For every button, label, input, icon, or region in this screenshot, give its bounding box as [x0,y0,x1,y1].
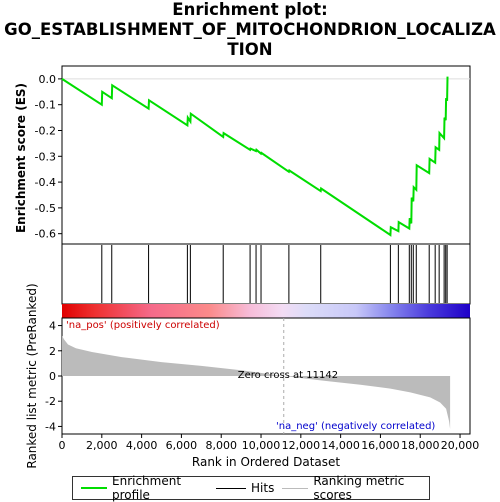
legend-enrichment-swatch [81,487,107,489]
metric-y-tick-label: -4 [45,420,56,433]
es-y-tick-label: -0.5 [35,202,56,215]
title-line-3: TION [227,40,273,59]
metric-y-tick-label: 4 [49,320,56,333]
title-line-2: GO_ESTABLISHMENT_OF_MITOCHONDRION_LOCALI… [4,20,496,39]
legend-enrichment-label: Enrichment profile [112,474,182,502]
x-tick-label: 18,000 [401,439,440,452]
legend-metric-swatch [282,487,309,489]
metric-y-axis-label: Ranked list metric (PreRanked) [25,283,39,468]
x-tick-label: 0 [59,439,66,452]
x-tick-label: 4,000 [126,439,158,452]
legend: Enrichment profile Hits Ranking metric s… [72,474,430,502]
rank-color-bar [62,304,470,318]
title-line-1: Enrichment plot: [172,0,328,19]
metric-y-tick-label: -2 [45,395,56,408]
x-tick-label: 16,000 [361,439,400,452]
x-tick-label: 10,000 [242,439,281,452]
enrichment-profile-line [61,76,449,237]
x-tick-label: 8,000 [205,439,237,452]
es-y-tick-label: -0.6 [35,228,56,241]
es-y-tick-label: -0.4 [35,176,56,189]
x-tick-label: 2,000 [86,439,118,452]
chart-title: Enrichment plot: GO_ESTABLISHMENT_OF_MIT… [0,0,500,60]
es-y-tick-label: -0.3 [35,150,56,163]
es-y-tick-label: 0.0 [39,73,57,86]
metric-y-tick-label: 2 [49,345,56,358]
legend-metric-label: Ranking metric scores [313,474,405,502]
legend-item-hits: Hits [216,481,274,495]
legend-item-metric: Ranking metric scores [282,474,429,502]
x-tick-label: 20,000 [441,439,480,452]
legend-item-enrichment: Enrichment profile [81,474,208,502]
metric-y-tick-label: 0 [49,370,56,383]
x-tick-label: 6,000 [166,439,198,452]
x-tick-label: 12,000 [282,439,321,452]
es-y-tick-label: -0.1 [35,99,56,112]
positive-correlation-label: 'na_pos' (positively correlated) [66,320,220,331]
es-y-tick-label: -0.2 [35,124,56,137]
x-axis-label: Rank in Ordered Dataset [192,455,340,469]
legend-hits-swatch [216,487,247,489]
ranking-metric-area [62,335,451,429]
negative-correlation-label: 'na_neg' (negatively correlated) [276,421,435,432]
x-tick-label: 14,000 [321,439,360,452]
legend-hits-label: Hits [251,481,275,495]
zero-cross-label: Zero cross at 11142 [238,370,338,381]
es-y-axis-label: Enrichment score (ES) [14,83,28,233]
